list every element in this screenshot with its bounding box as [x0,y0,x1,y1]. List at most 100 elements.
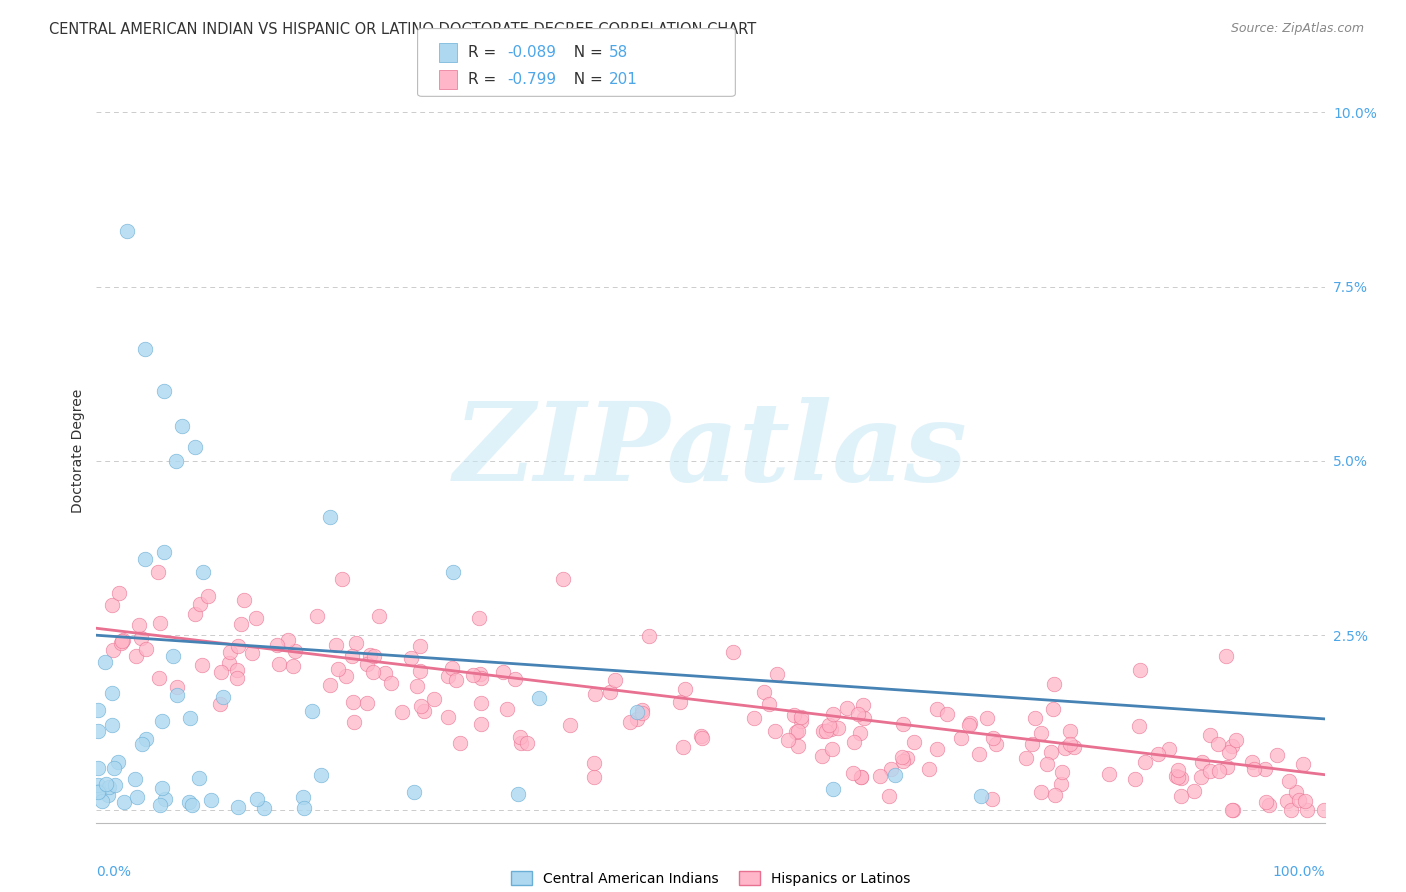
Text: N =: N = [564,72,607,87]
Point [226,800,249,814]
Point [1021,737,1043,751]
Point [883,767,905,781]
Point [135,731,157,746]
Point [1167,763,1189,777]
Point [444,673,467,688]
Point [1222,803,1244,817]
Point [1313,803,1336,817]
Point [245,611,267,625]
Point [146,566,169,580]
Point [1279,803,1302,817]
Point [326,663,349,677]
Point [149,797,172,812]
Point [1040,745,1063,759]
Point [449,736,471,750]
Point [1166,769,1188,783]
Point [1288,793,1310,807]
Text: -0.799: -0.799 [508,72,557,87]
Point [468,666,491,681]
Point [232,593,254,607]
Point [789,710,811,724]
Point [849,726,872,740]
Legend: Central American Indians, Hispanics or Latinos: Central American Indians, Hispanics or L… [505,865,915,891]
Point [984,737,1007,751]
Point [179,710,201,724]
Point [112,796,135,810]
Point [877,789,900,804]
Point [91,793,114,807]
Point [1059,738,1081,752]
Point [1278,774,1301,789]
Point [409,639,432,653]
Point [101,686,124,700]
Point [266,639,288,653]
Point [631,706,654,720]
Point [231,617,253,632]
Point [1199,764,1222,779]
Point [187,772,209,786]
Point [744,711,766,725]
Point [782,708,804,723]
Point [467,611,489,625]
Point [1024,711,1046,725]
Point [821,742,844,756]
Point [177,795,200,809]
Point [436,709,458,723]
Text: CENTRAL AMERICAN INDIAN VS HISPANIC OR LATINO DOCTORATE DEGREE CORRELATION CHART: CENTRAL AMERICAN INDIAN VS HISPANIC OR L… [49,22,756,37]
Point [131,631,153,645]
Point [527,690,550,705]
Text: ZIPatlas: ZIPatlas [454,397,967,504]
Point [374,665,396,680]
Point [790,714,813,728]
Point [359,648,381,663]
Point [218,644,240,658]
Point [124,772,146,787]
Y-axis label: Doctorate Degree: Doctorate Degree [72,388,86,513]
Point [441,566,464,580]
Point [183,607,205,622]
Point [110,636,132,650]
Point [896,751,918,765]
Point [361,665,384,680]
Point [811,749,834,764]
Point [125,648,148,663]
Point [1222,803,1244,817]
Point [172,419,194,434]
Point [104,778,127,792]
Text: 58: 58 [609,45,628,60]
Point [191,565,214,579]
Point [200,793,222,807]
Point [301,704,323,718]
Point [981,792,1004,806]
Point [1215,649,1237,664]
Text: 201: 201 [609,72,638,87]
Point [1035,757,1057,772]
Point [1059,724,1081,739]
Point [503,673,526,687]
Point [103,643,125,657]
Point [1167,770,1189,784]
Point [583,756,606,771]
Point [925,741,948,756]
Point [869,769,891,783]
Point [787,724,810,739]
Point [309,768,332,782]
Point [319,509,342,524]
Point [669,695,692,709]
Point [844,735,866,749]
Point [1208,737,1230,751]
Point [437,669,460,683]
Point [849,770,872,784]
Text: 0.0%: 0.0% [97,864,131,879]
Point [1043,677,1066,691]
Point [970,789,993,803]
Point [690,731,713,745]
Point [86,704,108,718]
Point [1170,771,1192,785]
Point [763,724,786,739]
Point [1170,789,1192,803]
Point [903,734,925,748]
Text: Source: ZipAtlas.com: Source: ZipAtlas.com [1230,22,1364,36]
Point [1225,732,1247,747]
Point [506,787,529,801]
